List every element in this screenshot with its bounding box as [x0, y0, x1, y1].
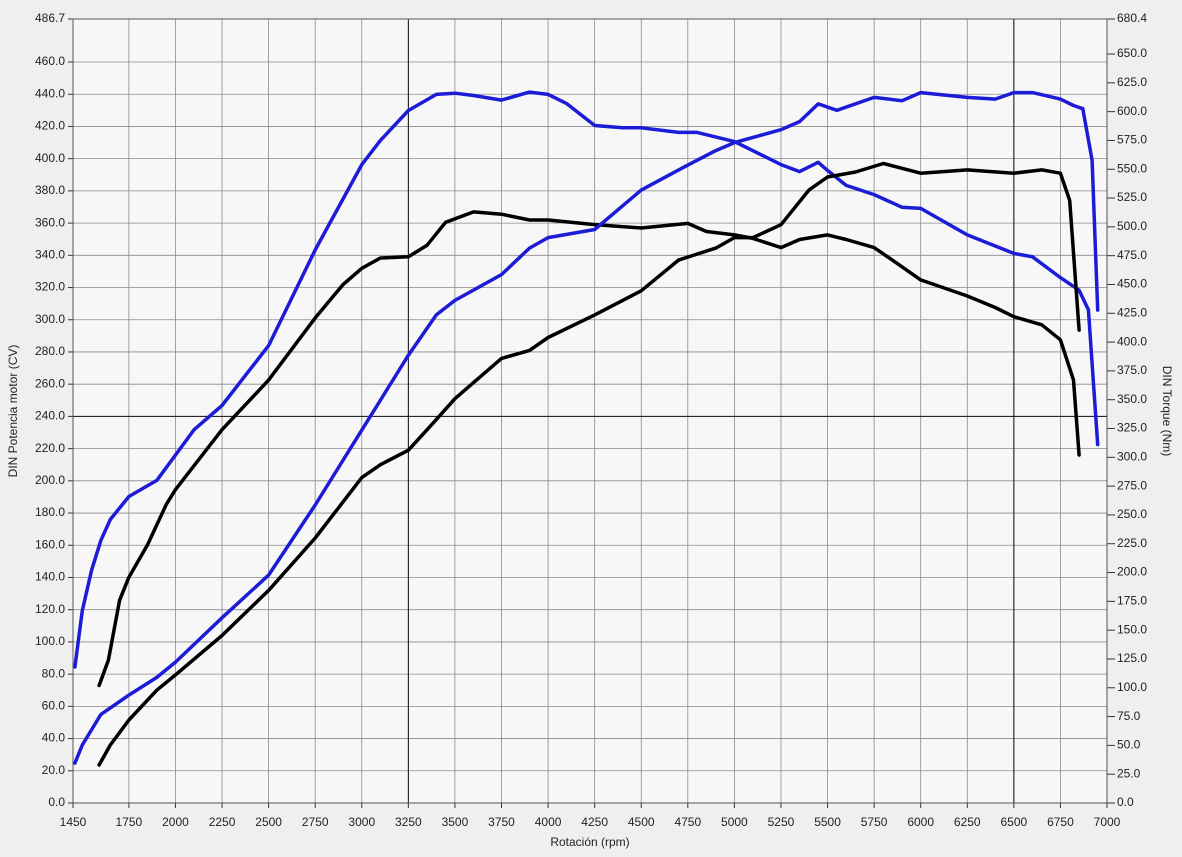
y-tick-label: 180.0 [35, 505, 65, 519]
y2-tick-label: 500.0 [1117, 219, 1147, 233]
y-tick-label: 40.0 [42, 731, 66, 745]
y-tick-label: 0.0 [48, 795, 65, 809]
y-tick-label: 340.0 [35, 247, 65, 261]
y-tick-label: 486.7 [35, 11, 65, 25]
y2-tick-label: 680.4 [1117, 11, 1147, 25]
plot-area [73, 19, 1107, 803]
x-tick-label: 4250 [581, 815, 608, 829]
x-tick-label: 6500 [1000, 815, 1027, 829]
x-tick-label: 5250 [768, 815, 795, 829]
x-tick-label: 2250 [209, 815, 236, 829]
y-tick-label: 120.0 [35, 602, 65, 616]
y2-tick-label: 275.0 [1117, 478, 1147, 492]
y-tick-label: 240.0 [35, 409, 65, 423]
x-tick-label: 1750 [116, 815, 143, 829]
curve [97, 161, 1081, 767]
y2-tick-label: 625.0 [1117, 75, 1147, 89]
y2-tick-label: 600.0 [1117, 104, 1147, 118]
y-tick-label: 200.0 [35, 473, 65, 487]
x-tick-label: 2750 [302, 815, 329, 829]
y-tick-label: 380.0 [35, 183, 65, 197]
x-tick-label: 4750 [674, 815, 701, 829]
y2-tick-label: 25.0 [1117, 766, 1141, 780]
y2-tick-label: 225.0 [1117, 536, 1147, 550]
y-tick-label: 260.0 [35, 376, 65, 390]
y-axis-label: DIN Potencia motor (CV) [6, 345, 20, 478]
x-tick-label: 7000 [1094, 815, 1121, 829]
y-tick-label: 320.0 [35, 280, 65, 294]
y2-tick-label: 525.0 [1117, 190, 1147, 204]
y-tick-label: 440.0 [35, 86, 65, 100]
y2-tick-label: 150.0 [1117, 622, 1147, 636]
curve [97, 210, 1081, 688]
y2-tick-label: 375.0 [1117, 363, 1147, 377]
y-tick-label: 280.0 [35, 344, 65, 358]
curve [73, 90, 1100, 765]
plot-frame [72, 18, 1108, 804]
x-tick-label: 2000 [162, 815, 189, 829]
y2-tick-label: 475.0 [1117, 248, 1147, 262]
y2-tick-label: 125.0 [1117, 651, 1147, 665]
y-tick-label: 100.0 [35, 634, 65, 648]
x-tick-label: 1450 [60, 815, 87, 829]
x-axis-label: Rotación (rpm) [550, 835, 629, 849]
y-tick-label: 360.0 [35, 215, 65, 229]
y-tick-label: 20.0 [42, 763, 66, 777]
y-tick-label: 80.0 [42, 666, 66, 680]
x-tick-label: 3000 [348, 815, 375, 829]
y-tick-label: 140.0 [35, 570, 65, 584]
y2-tick-label: 250.0 [1117, 507, 1147, 521]
y2-tick-label: 450.0 [1117, 277, 1147, 291]
x-tick-label: 5750 [861, 815, 888, 829]
y2-tick-label: 350.0 [1117, 392, 1147, 406]
x-tick-label: 6000 [907, 815, 934, 829]
x-tick-label: 3500 [442, 815, 469, 829]
x-tick-label: 4000 [535, 815, 562, 829]
y-tick-label: 160.0 [35, 537, 65, 551]
y2-tick-label: 550.0 [1117, 161, 1147, 175]
curve [73, 90, 1100, 669]
y2-tick-label: 400.0 [1117, 334, 1147, 348]
y2-tick-label: 200.0 [1117, 565, 1147, 579]
x-tick-label: 6750 [1047, 815, 1074, 829]
y-tick-label: 300.0 [35, 312, 65, 326]
y-tick-label: 400.0 [35, 151, 65, 165]
x-tick-label: 5500 [814, 815, 841, 829]
x-tick-label: 3250 [395, 815, 422, 829]
y2-tick-label: 575.0 [1117, 133, 1147, 147]
y2-tick-label: 325.0 [1117, 421, 1147, 435]
y-tick-label: 60.0 [42, 699, 66, 713]
y2-tick-label: 650.0 [1117, 46, 1147, 60]
x-tick-label: 5000 [721, 815, 748, 829]
y-tick-label: 460.0 [35, 54, 65, 68]
y2-tick-label: 425.0 [1117, 305, 1147, 319]
y2-tick-label: 75.0 [1117, 709, 1141, 723]
y-tick-label: 220.0 [35, 441, 65, 455]
y2-tick-label: 300.0 [1117, 449, 1147, 463]
x-tick-label: 6250 [954, 815, 981, 829]
y2-tick-label: 175.0 [1117, 594, 1147, 608]
y2-tick-label: 50.0 [1117, 738, 1141, 752]
y2-axis-label: DIN Torque (Nm) [1160, 366, 1174, 456]
y-tick-label: 420.0 [35, 119, 65, 133]
x-tick-label: 4500 [628, 815, 655, 829]
y2-tick-label: 100.0 [1117, 680, 1147, 694]
x-tick-label: 2500 [255, 815, 282, 829]
y2-tick-label: 0.0 [1117, 795, 1134, 809]
x-tick-label: 3750 [488, 815, 515, 829]
